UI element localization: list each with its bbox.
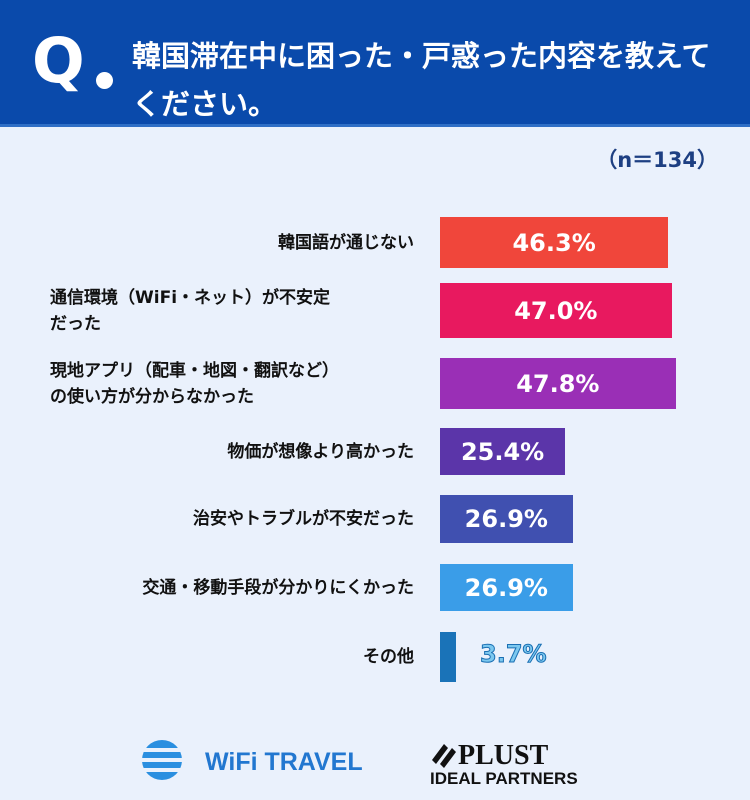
bar: 47.0%	[440, 283, 672, 338]
plust-mark-icon	[432, 744, 456, 768]
wifi-travel-logo: WiFi TRAVEL	[205, 748, 363, 776]
logos: WiFi TRAVEL PLUST IDEAL PARTNERS	[140, 730, 590, 790]
bar: 46.3%	[440, 217, 669, 268]
bar	[440, 632, 456, 682]
data-label: 47.8%	[516, 369, 600, 398]
q-mark: Q	[32, 24, 85, 97]
category-label: 治安やトラブルが不安だった	[193, 509, 414, 529]
category-label: その他	[363, 647, 414, 667]
globe-icon	[142, 740, 182, 780]
bar: 26.9%	[440, 564, 573, 611]
category-label: 通信環境（WiFi・ネット）が不安定 だった	[50, 287, 331, 334]
data-label: 26.9%	[464, 505, 548, 533]
category-label: 韓国語が通じない	[278, 232, 414, 253]
bar: 26.9%	[440, 495, 573, 543]
logo-svg: WiFi TRAVEL PLUST IDEAL PARTNERS	[142, 740, 578, 788]
plust-subtitle: IDEAL PARTNERS	[430, 769, 578, 788]
data-label: 25.4%	[460, 437, 545, 466]
category-label: 物価が想像より高かった	[227, 441, 414, 462]
q-dot	[96, 72, 113, 89]
data-label: 46.3%	[512, 228, 596, 257]
plust-logo: PLUST	[458, 740, 549, 771]
chart-title: 韓国滞在中に困った・戸惑った内容を教えてください。	[132, 39, 711, 121]
category-label: 交通・移動手段が分かりにくかった	[142, 577, 414, 598]
bar: 25.4%	[440, 428, 566, 475]
sample-size: （n＝134）	[596, 148, 718, 172]
data-label: 26.9%	[464, 573, 548, 602]
data-label: 47.0%	[514, 296, 598, 325]
data-label: 3.7%	[480, 640, 548, 669]
bar: 47.8%	[440, 358, 676, 409]
question-header: Q 韓国滞在中に困った・戸惑った内容を教えてください。	[0, 0, 750, 127]
category-label: 現地アプリ（配車・地図・翻訳など） の使い方が分からなかった	[50, 360, 339, 407]
